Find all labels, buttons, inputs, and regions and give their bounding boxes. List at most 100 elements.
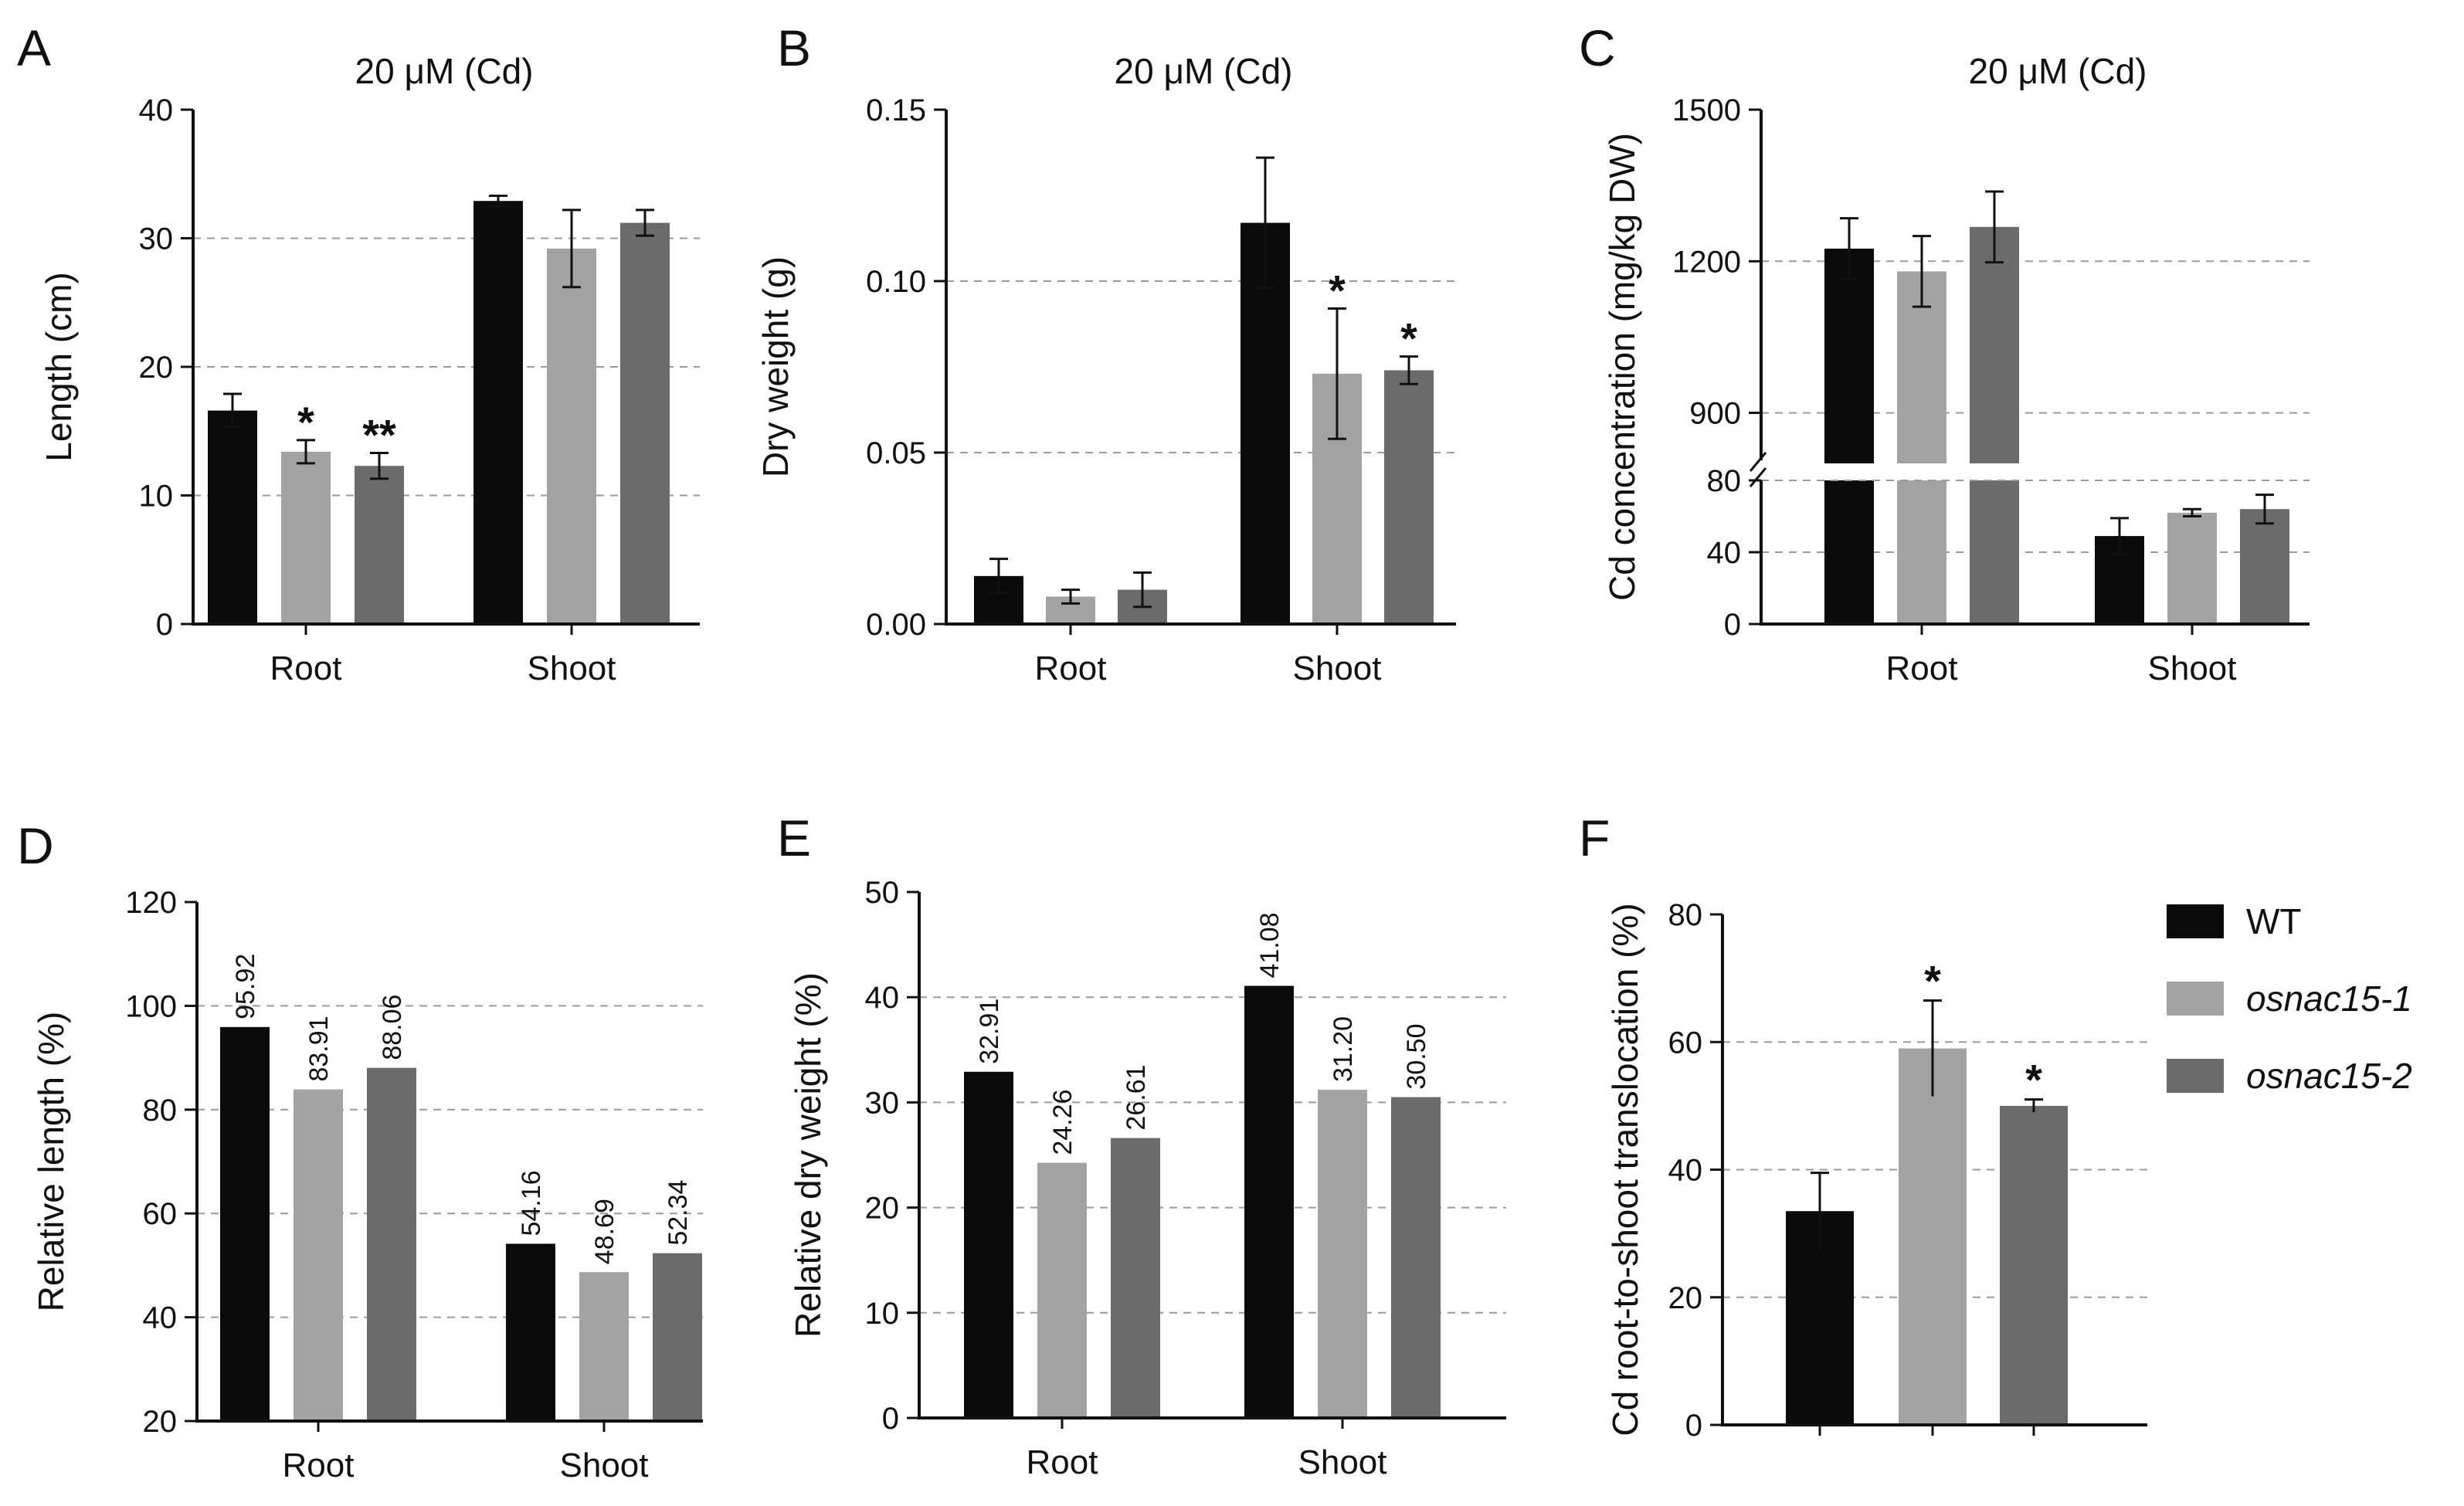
panel-b-x-category-label: Root: [1035, 650, 1107, 687]
panel-e-y-tick-label: 50: [865, 876, 900, 910]
panel-d-value-label: 88.06: [378, 995, 407, 1060]
panel-c-x-category-label: Shoot: [2148, 650, 2237, 687]
panel-a-bar-wt-root: [208, 410, 257, 624]
legend-swatch-osnac15-2: [2167, 1059, 2224, 1093]
panel-d-bar-wt-shoot: [506, 1243, 555, 1421]
panel-c-y-tick-label: 900: [1689, 397, 1741, 431]
panel-b-x-category-label: Shoot: [1293, 650, 1382, 687]
panel-e-bar-osnac15-2-shoot: [1391, 1097, 1441, 1418]
panel-a-x-category-label: Root: [270, 650, 342, 687]
panel-e-y-tick-label: 20: [865, 1192, 900, 1226]
panel-e-x-category-label: Root: [1027, 1443, 1098, 1481]
panel-e-bar-osnac15-1-root: [1037, 1162, 1087, 1418]
panel-c-bar-wt-root: [1824, 248, 1874, 624]
panel-e-bar-wt-root: [964, 1071, 1013, 1418]
panel-a-bar-osnac15-1-root: [281, 451, 331, 624]
panel-a-y-tick-label: 20: [139, 351, 174, 385]
panel-a-x-category-label: Shoot: [528, 650, 616, 687]
panel-b-bar-osnac15-2-shoot: [1384, 370, 1434, 624]
legend-swatch-osnac15-1: [2167, 982, 2224, 1016]
panel-a-bar-osnac15-1-shoot: [547, 248, 596, 624]
panel-d-bar-wt-root: [220, 1026, 270, 1421]
panel-b-y-tick-label: 0.05: [866, 436, 926, 470]
panel-f-y-tick-label: 60: [1668, 1026, 1703, 1060]
panel-f-significance-mark: *: [1924, 957, 1941, 1006]
panel-a-significance-mark: *: [297, 398, 314, 446]
panel-c-x-category-label: Root: [1886, 650, 1958, 687]
panel-f-y-tick-label: 20: [1668, 1281, 1703, 1315]
panel-c-bar-osnac15-1-root: [1897, 271, 1946, 624]
panel-a-y-axis-title: Length (cm): [39, 272, 79, 461]
panel-d-y-tick-label: 80: [143, 1094, 178, 1128]
panel-d-value-label: 52.34: [664, 1180, 693, 1246]
panel-d-x-category-label: Shoot: [560, 1447, 649, 1484]
panel-b-y-tick-label: 0.15: [866, 93, 926, 127]
panel-c-y-tick-label: 1500: [1672, 93, 1741, 127]
panel-e-y-axis-title: Relative dry weight (%): [788, 972, 828, 1338]
panel-d-y-tick-label: 40: [143, 1301, 178, 1335]
panel-d-letter: D: [17, 817, 54, 874]
panel-d-bar-osnac15-2-shoot: [653, 1253, 702, 1421]
panel-a-significance-mark: **: [362, 411, 396, 460]
panel-b-bar-wt-shoot: [1240, 222, 1290, 624]
panel-b-y-tick-label: 0.00: [866, 608, 926, 642]
panel-e-y-tick-label: 0: [882, 1402, 899, 1436]
panel-c-y-tick-label: 80: [1707, 464, 1742, 498]
panel-f-bar-osnac15-1: [1899, 1048, 1967, 1425]
panel-b-significance-mark: *: [1400, 314, 1417, 363]
panel-e-value-label: 31.20: [1329, 1016, 1358, 1082]
panel-e-bar-wt-shoot: [1244, 985, 1294, 1418]
panel-a-bar-osnac15-2-root: [355, 466, 404, 624]
panel-c-y-tick-label: 0: [1724, 608, 1741, 642]
panel-c-title: 20 μM (Cd): [1969, 51, 2147, 91]
panel-d-y-tick-label: 20: [143, 1405, 178, 1439]
panel-e-value-label: 41.08: [1255, 912, 1285, 978]
panel-e-y-tick-label: 10: [865, 1297, 900, 1331]
panel-d-bar-osnac15-2-root: [367, 1067, 416, 1421]
panel-d-y-tick-label: 60: [143, 1197, 178, 1231]
panel-e-bar-osnac15-1-shoot: [1318, 1090, 1367, 1418]
panel-d-value-label: 83.91: [304, 1016, 334, 1081]
panel-c-axis-break-gap: [1763, 463, 2311, 480]
legend-swatch-wt: [2167, 904, 2224, 938]
panel-f-y-axis-title: Cd root-to-shoot translocation (%): [1605, 903, 1645, 1436]
panel-b-y-axis-title: Dry weight (g): [755, 256, 796, 477]
legend-label-osnac15-2: osnac15-2: [2246, 1056, 2412, 1096]
panel-f-significance-mark: *: [2025, 1056, 2042, 1104]
panel-a-letter: A: [17, 19, 51, 76]
panel-c-bar-osnac15-2-shoot: [2240, 509, 2289, 624]
panel-d-y-axis-title: Relative length (%): [31, 1012, 71, 1312]
panel-b-letter: B: [777, 19, 811, 76]
legend-label-wt: WT: [2246, 901, 2302, 941]
panel-d-y-tick-label: 120: [125, 886, 177, 920]
panel-c-y-tick-label: 40: [1707, 536, 1742, 570]
panel-c-axis-break-mark: [1749, 452, 1767, 472]
panel-c-bar-osnac15-2-root: [1970, 226, 2019, 624]
panel-e-value-label: 30.50: [1402, 1023, 1431, 1089]
panel-c-bar-osnac15-1-shoot: [2167, 512, 2217, 624]
panel-e-value-label: 32.91: [975, 999, 1004, 1064]
panel-b-title: 20 μM (Cd): [1115, 51, 1293, 91]
panel-b-significance-mark: *: [1329, 266, 1346, 315]
panel-a-y-tick-label: 30: [139, 222, 174, 256]
panel-d-y-tick-label: 100: [125, 989, 177, 1023]
panel-d-x-category-label: Root: [283, 1447, 355, 1484]
panel-e-x-category-label: Shoot: [1298, 1443, 1387, 1481]
panel-a-bar-wt-shoot: [473, 201, 523, 625]
panel-a-y-tick-label: 10: [139, 480, 174, 514]
panel-e-value-label: 24.26: [1048, 1089, 1078, 1155]
panel-d-bar-osnac15-1-root: [294, 1089, 343, 1421]
panel-e-letter: E: [777, 809, 811, 867]
panel-a-title: 20 μM (Cd): [355, 51, 534, 91]
panel-b-y-tick-label: 0.10: [866, 265, 926, 299]
panel-d-bar-osnac15-1-shoot: [579, 1272, 629, 1421]
panel-c-y-axis-title: Cd concentration (mg/kg DW): [1602, 133, 1642, 601]
panel-c-axis-break-mark: [1749, 467, 1767, 487]
panel-e-value-label: 26.61: [1122, 1064, 1151, 1130]
panel-f-bar-osnac15-2: [2000, 1105, 2068, 1425]
panel-a-y-tick-label: 40: [139, 93, 174, 127]
panel-d-value-label: 54.16: [517, 1170, 546, 1236]
panel-a-y-tick-label: 0: [156, 608, 173, 642]
panel-d-value-label: 95.92: [231, 954, 260, 1019]
panel-f-letter: F: [1579, 809, 1610, 867]
